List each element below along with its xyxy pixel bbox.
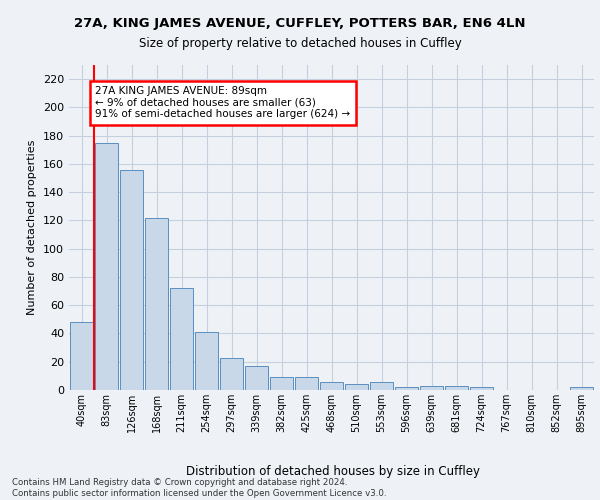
Bar (295, 378, 318, 390)
Text: Contains HM Land Registry data © Crown copyright and database right 2024.
Contai: Contains HM Land Registry data © Crown c… (12, 478, 386, 498)
Text: Size of property relative to detached houses in Cuffley: Size of property relative to detached ho… (139, 38, 461, 51)
Bar (70, 322, 93, 390)
Bar (145, 218, 168, 390)
Bar (270, 378, 293, 390)
Text: 27A, KING JAMES AVENUE, CUFFLEY, POTTERS BAR, EN6 4LN: 27A, KING JAMES AVENUE, CUFFLEY, POTTERS… (74, 18, 526, 30)
Text: Distribution of detached houses by size in Cuffley: Distribution of detached houses by size … (186, 464, 480, 477)
Y-axis label: Number of detached properties: Number of detached properties (28, 140, 37, 315)
Bar (245, 366, 268, 390)
Bar (470, 387, 493, 390)
Bar (320, 382, 343, 390)
Bar (195, 332, 218, 390)
Text: 27A KING JAMES AVENUE: 89sqm
← 9% of detached houses are smaller (63)
91% of sem: 27A KING JAMES AVENUE: 89sqm ← 9% of det… (95, 86, 350, 120)
Bar (95, 142, 118, 390)
Bar (445, 386, 468, 390)
Bar (420, 386, 443, 390)
Bar (345, 384, 368, 390)
Bar (170, 288, 193, 390)
Bar (220, 358, 243, 390)
Bar (570, 387, 593, 390)
Bar (395, 387, 418, 390)
Bar (120, 170, 143, 390)
Bar (370, 382, 393, 390)
